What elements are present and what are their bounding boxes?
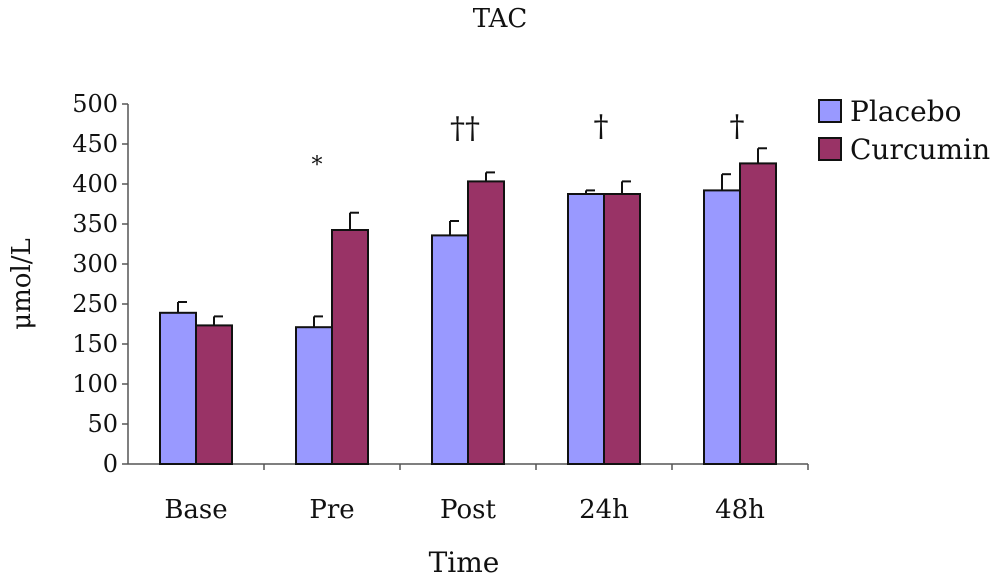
bar-placebo-post bbox=[431, 234, 469, 465]
significance-marker-post: †† bbox=[450, 111, 480, 146]
y-tick-label: 350 bbox=[72, 210, 118, 238]
legend-label-curcumin: Curcumin bbox=[850, 132, 991, 166]
legend: Placebo Curcumin bbox=[818, 92, 990, 168]
x-tick-label-pre: Pre bbox=[309, 495, 354, 525]
y-tick-label: 450 bbox=[72, 130, 118, 158]
legend-swatch-curcumin bbox=[818, 137, 842, 161]
x-tick-label-base: Base bbox=[164, 495, 227, 525]
legend-swatch-placebo bbox=[818, 99, 842, 123]
bar-curcumin-24h bbox=[603, 193, 641, 465]
legend-item-placebo: Placebo bbox=[818, 92, 990, 130]
y-tick-label: 500 bbox=[72, 90, 118, 118]
significance-marker-24h: † bbox=[594, 109, 609, 144]
chart-title: TAC bbox=[472, 4, 528, 34]
y-tick-label: 50 bbox=[87, 410, 118, 438]
bar-placebo-48h bbox=[703, 189, 741, 465]
legend-label-placebo: Placebo bbox=[850, 94, 962, 128]
bar-curcumin-48h bbox=[739, 162, 777, 465]
y-tick-label: 300 bbox=[72, 250, 118, 278]
bar-curcumin-pre bbox=[331, 229, 369, 465]
y-tick-label: 0 bbox=[103, 450, 118, 478]
y-tick-label: 150 bbox=[72, 330, 118, 358]
y-tick-label: 400 bbox=[72, 170, 118, 198]
bar-curcumin-base bbox=[195, 324, 233, 465]
x-tick-label-post: Post bbox=[440, 495, 496, 525]
legend-item-curcumin: Curcumin bbox=[818, 130, 990, 168]
significance-marker-pre: * bbox=[312, 153, 323, 178]
significance-marker-48h: † bbox=[730, 109, 745, 144]
y-tick-label: 100 bbox=[72, 370, 118, 398]
x-tick-label-24h: 24h bbox=[579, 495, 629, 525]
bar-placebo-24h bbox=[567, 193, 605, 465]
y-tick-label: 250 bbox=[72, 290, 118, 318]
y-axis-label: μmol/L bbox=[7, 238, 37, 330]
bar-placebo-pre bbox=[295, 326, 333, 466]
x-tick-label-48h: 48h bbox=[715, 495, 765, 525]
x-axis-label: Time bbox=[429, 546, 500, 579]
bar-placebo-base bbox=[159, 311, 197, 465]
bar-curcumin-post bbox=[467, 180, 505, 465]
